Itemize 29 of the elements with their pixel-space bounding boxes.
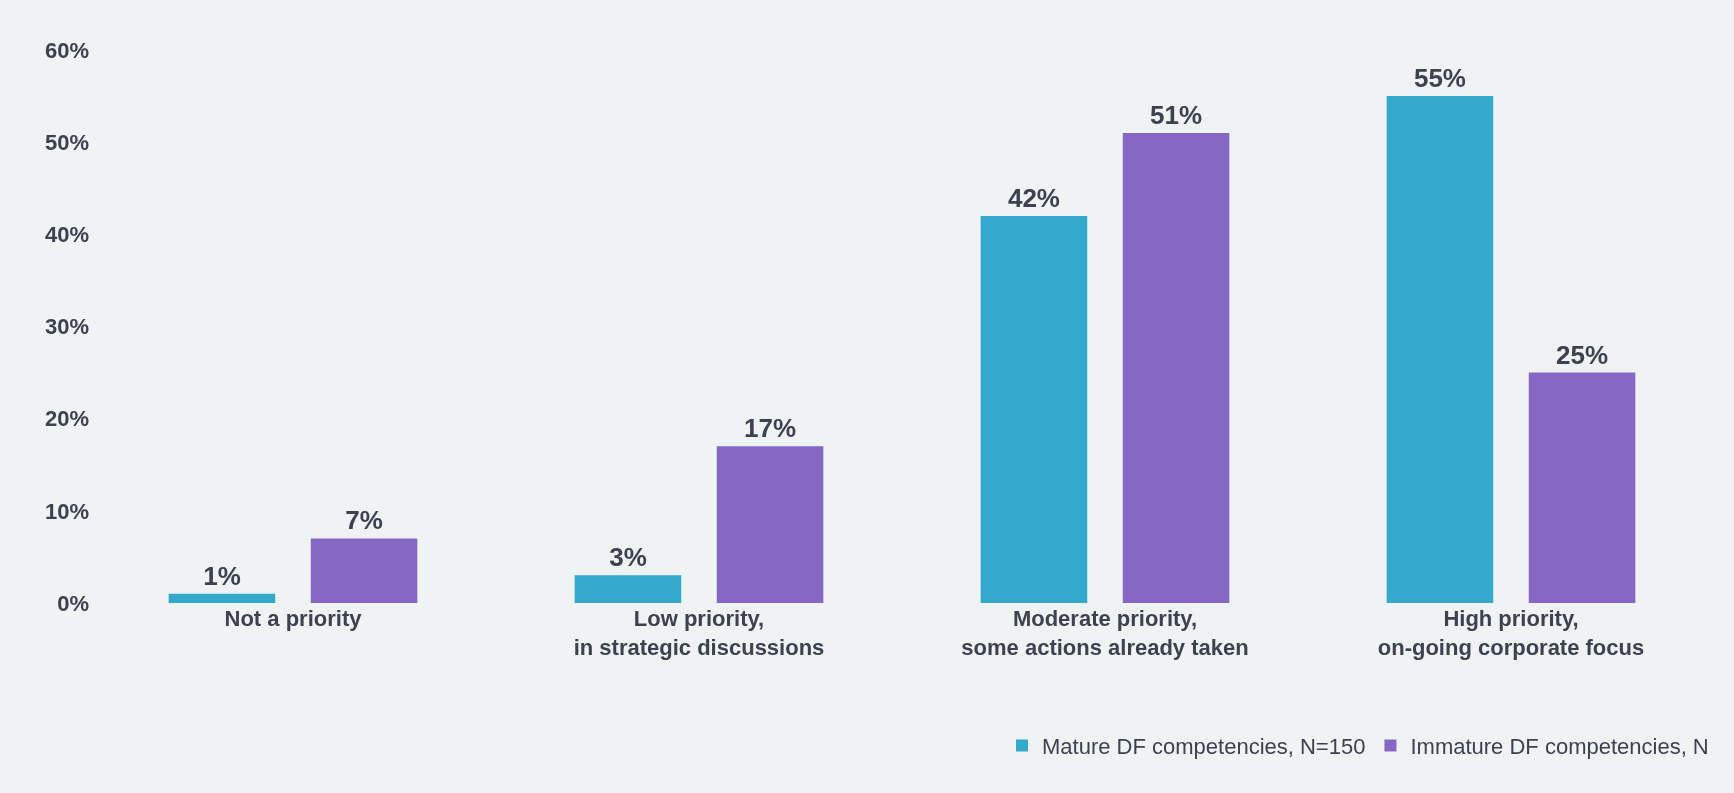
y-tick-label: 30% xyxy=(44,314,89,340)
y-tick-label: 50% xyxy=(44,129,89,155)
bar xyxy=(1528,372,1636,603)
data-label: 51% xyxy=(1150,99,1203,130)
bar xyxy=(168,593,276,603)
y-tick-label: 20% xyxy=(44,406,89,432)
bar xyxy=(716,446,824,603)
data-label: 3% xyxy=(609,542,647,573)
bar xyxy=(980,215,1088,603)
bar xyxy=(1122,132,1230,603)
data-label: 55% xyxy=(1413,63,1466,94)
bar xyxy=(574,575,682,603)
x-tick-label: High priority, on-going corporate focus xyxy=(1377,606,1645,660)
x-tick-label: Not a priority xyxy=(224,606,363,631)
legend-label: Mature DF competencies, N=150 xyxy=(1042,734,1366,760)
y-tick-label: 40% xyxy=(44,222,89,248)
x-tick-label: Low priority, in strategic discussions xyxy=(573,606,825,660)
y-tick-label: 0% xyxy=(57,590,89,616)
y-tick-label: 60% xyxy=(44,37,89,63)
data-label: 7% xyxy=(345,505,383,536)
legend-label: Immature DF competencies, N xyxy=(1410,734,1709,760)
x-tick-label: Moderate priority, some actions already taken xyxy=(961,606,1249,660)
data-label: 17% xyxy=(744,413,797,444)
y-tick-label: 10% xyxy=(44,498,89,524)
bar xyxy=(310,538,418,603)
bar xyxy=(1386,96,1494,603)
data-label: 1% xyxy=(203,560,241,591)
data-label: 42% xyxy=(1007,182,1060,213)
data-label: 25% xyxy=(1556,339,1609,370)
